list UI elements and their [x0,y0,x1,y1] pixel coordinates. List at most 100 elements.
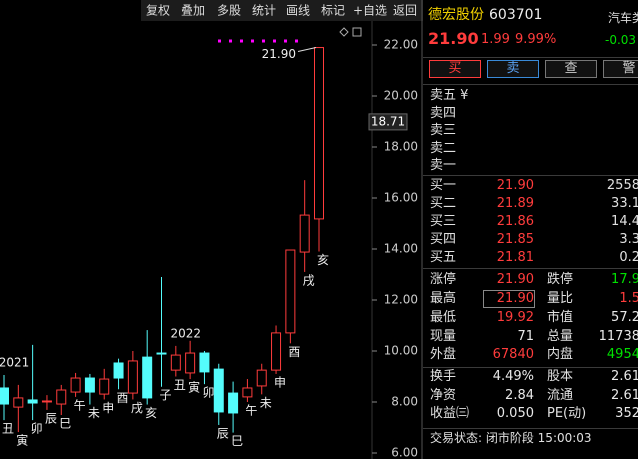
separator [423,84,638,85]
toolbar-button[interactable]: 统计 [252,4,276,18]
trade-button[interactable]: 查 [545,60,597,78]
candle-body [213,368,224,413]
stat-value: 2.61 [611,388,638,403]
bid-price: 21.89 [496,196,534,211]
trade-button[interactable]: 警 [603,60,638,78]
branch-label: 未 [260,396,272,410]
branch-label: 午 [245,404,257,418]
stat-value: 4.49% [492,369,534,384]
candle-body [185,352,196,374]
y-tick-label: 14.00 [384,242,418,256]
candle-body [0,387,9,405]
candle-body [199,352,210,373]
stat-value: 2.84 [505,388,534,403]
branch-label: 丑 [2,422,14,436]
toolbar-button[interactable]: 返回 [393,4,417,18]
y-tick-label: 22.00 [384,38,418,52]
stat-label: 现量 [430,329,457,344]
branch-label: 戌 [303,273,315,287]
branch-label: 亥 [317,253,329,267]
price: 21.90 [428,29,479,48]
stat-label: 跌停 [547,272,574,287]
high-arrow [297,47,317,53]
branch-label: 巳 [231,434,243,448]
pct: 9.99% [515,32,557,47]
toolbar-button[interactable]: 标记 [321,4,345,18]
toolbar-button[interactable]: +自选 [353,4,387,18]
bid-price: 21.90 [496,178,534,193]
bid-volume: 0.2 [619,250,638,265]
candle-body [228,392,239,414]
candle-body [256,369,267,387]
toolbar-button[interactable]: 叠加 [181,4,205,18]
cursor-box [368,113,408,131]
stat-value: 0.050 [496,406,534,421]
candle-body [56,389,67,405]
stat-label: 收益㈢ [430,406,470,421]
stat-label: 内盘 [547,347,574,362]
bid-label: 买二 [430,196,457,211]
candle-body [170,354,181,371]
stat-value: 19.92 [496,310,534,325]
y-tick-label: 16.00 [384,191,418,205]
branch-label: 午 [74,398,86,412]
toolbar-bg [141,0,423,21]
branch-label: 寅 [188,380,200,395]
separator [423,175,638,176]
stat-value: 17.9 [611,272,638,287]
stock-name: 德宏股份 [428,7,484,23]
candle-body [156,352,167,355]
stat-value: 57.2 [611,310,638,325]
y-tick-label: 20.00 [384,89,418,103]
icon [339,27,349,37]
candle-body [70,377,81,393]
trade-button[interactable]: 买 [429,60,481,78]
trade-button[interactable]: 卖 [487,60,539,78]
candle-body [242,387,253,398]
y-tick-label: 12.00 [384,293,418,307]
stat-label: 市值 [547,310,574,325]
stat-label: 总量 [547,329,574,344]
branch-label: 卯 [202,386,214,400]
bid-volume: 3.3 [619,232,638,247]
stat-value: 21.90 [483,290,535,308]
stat-value: 352 [615,406,638,421]
stat-label: 量比 [547,291,574,306]
candle-body [299,214,310,253]
ask-label: 卖五 ¥ [430,88,469,103]
candle-body [142,356,153,399]
stat-value: 71 [517,329,534,344]
toolbar-button[interactable]: 画线 [286,4,310,18]
ask-label: 卖二 [430,140,457,156]
ask-label: 卖一 [430,158,457,173]
stat-value: 11738 [598,329,638,344]
stat-label: 外盘 [430,347,457,362]
sector-pct: -0.03 [605,33,637,47]
branch-label: 丑 [174,378,186,392]
y-tick-label: 6.00 [391,446,418,459]
branch-label: 卯 [31,422,43,436]
branch-label: 未 [88,406,100,420]
candle-body [27,399,38,404]
toolbar-button[interactable]: 多股 [217,4,241,18]
high-label: 21.90 [262,47,296,61]
stock-code: 603701 [489,7,543,23]
branch-label: 辰 [217,426,229,440]
separator [423,367,638,368]
candle-body [285,249,296,334]
candle-body [41,400,52,403]
candle-body [113,362,124,379]
y-tick-label: 8.00 [391,395,418,409]
sector: 汽车类 [608,11,638,25]
toolbar-button[interactable]: 复权 [146,4,170,18]
branch-label: 申 [102,401,114,415]
ask-label: 卖四 [430,105,457,121]
branch-label: 辰 [45,411,57,425]
bid-price: 21.81 [496,250,534,265]
trade-status: 交易状态: 闭市阶段 15:00:03 [430,431,592,445]
icon [352,27,362,37]
y-tick-label: 10.00 [384,344,418,358]
candle-body [127,360,138,394]
stat-value: 21.90 [496,272,534,287]
stat-value: 1.5 [619,291,638,306]
